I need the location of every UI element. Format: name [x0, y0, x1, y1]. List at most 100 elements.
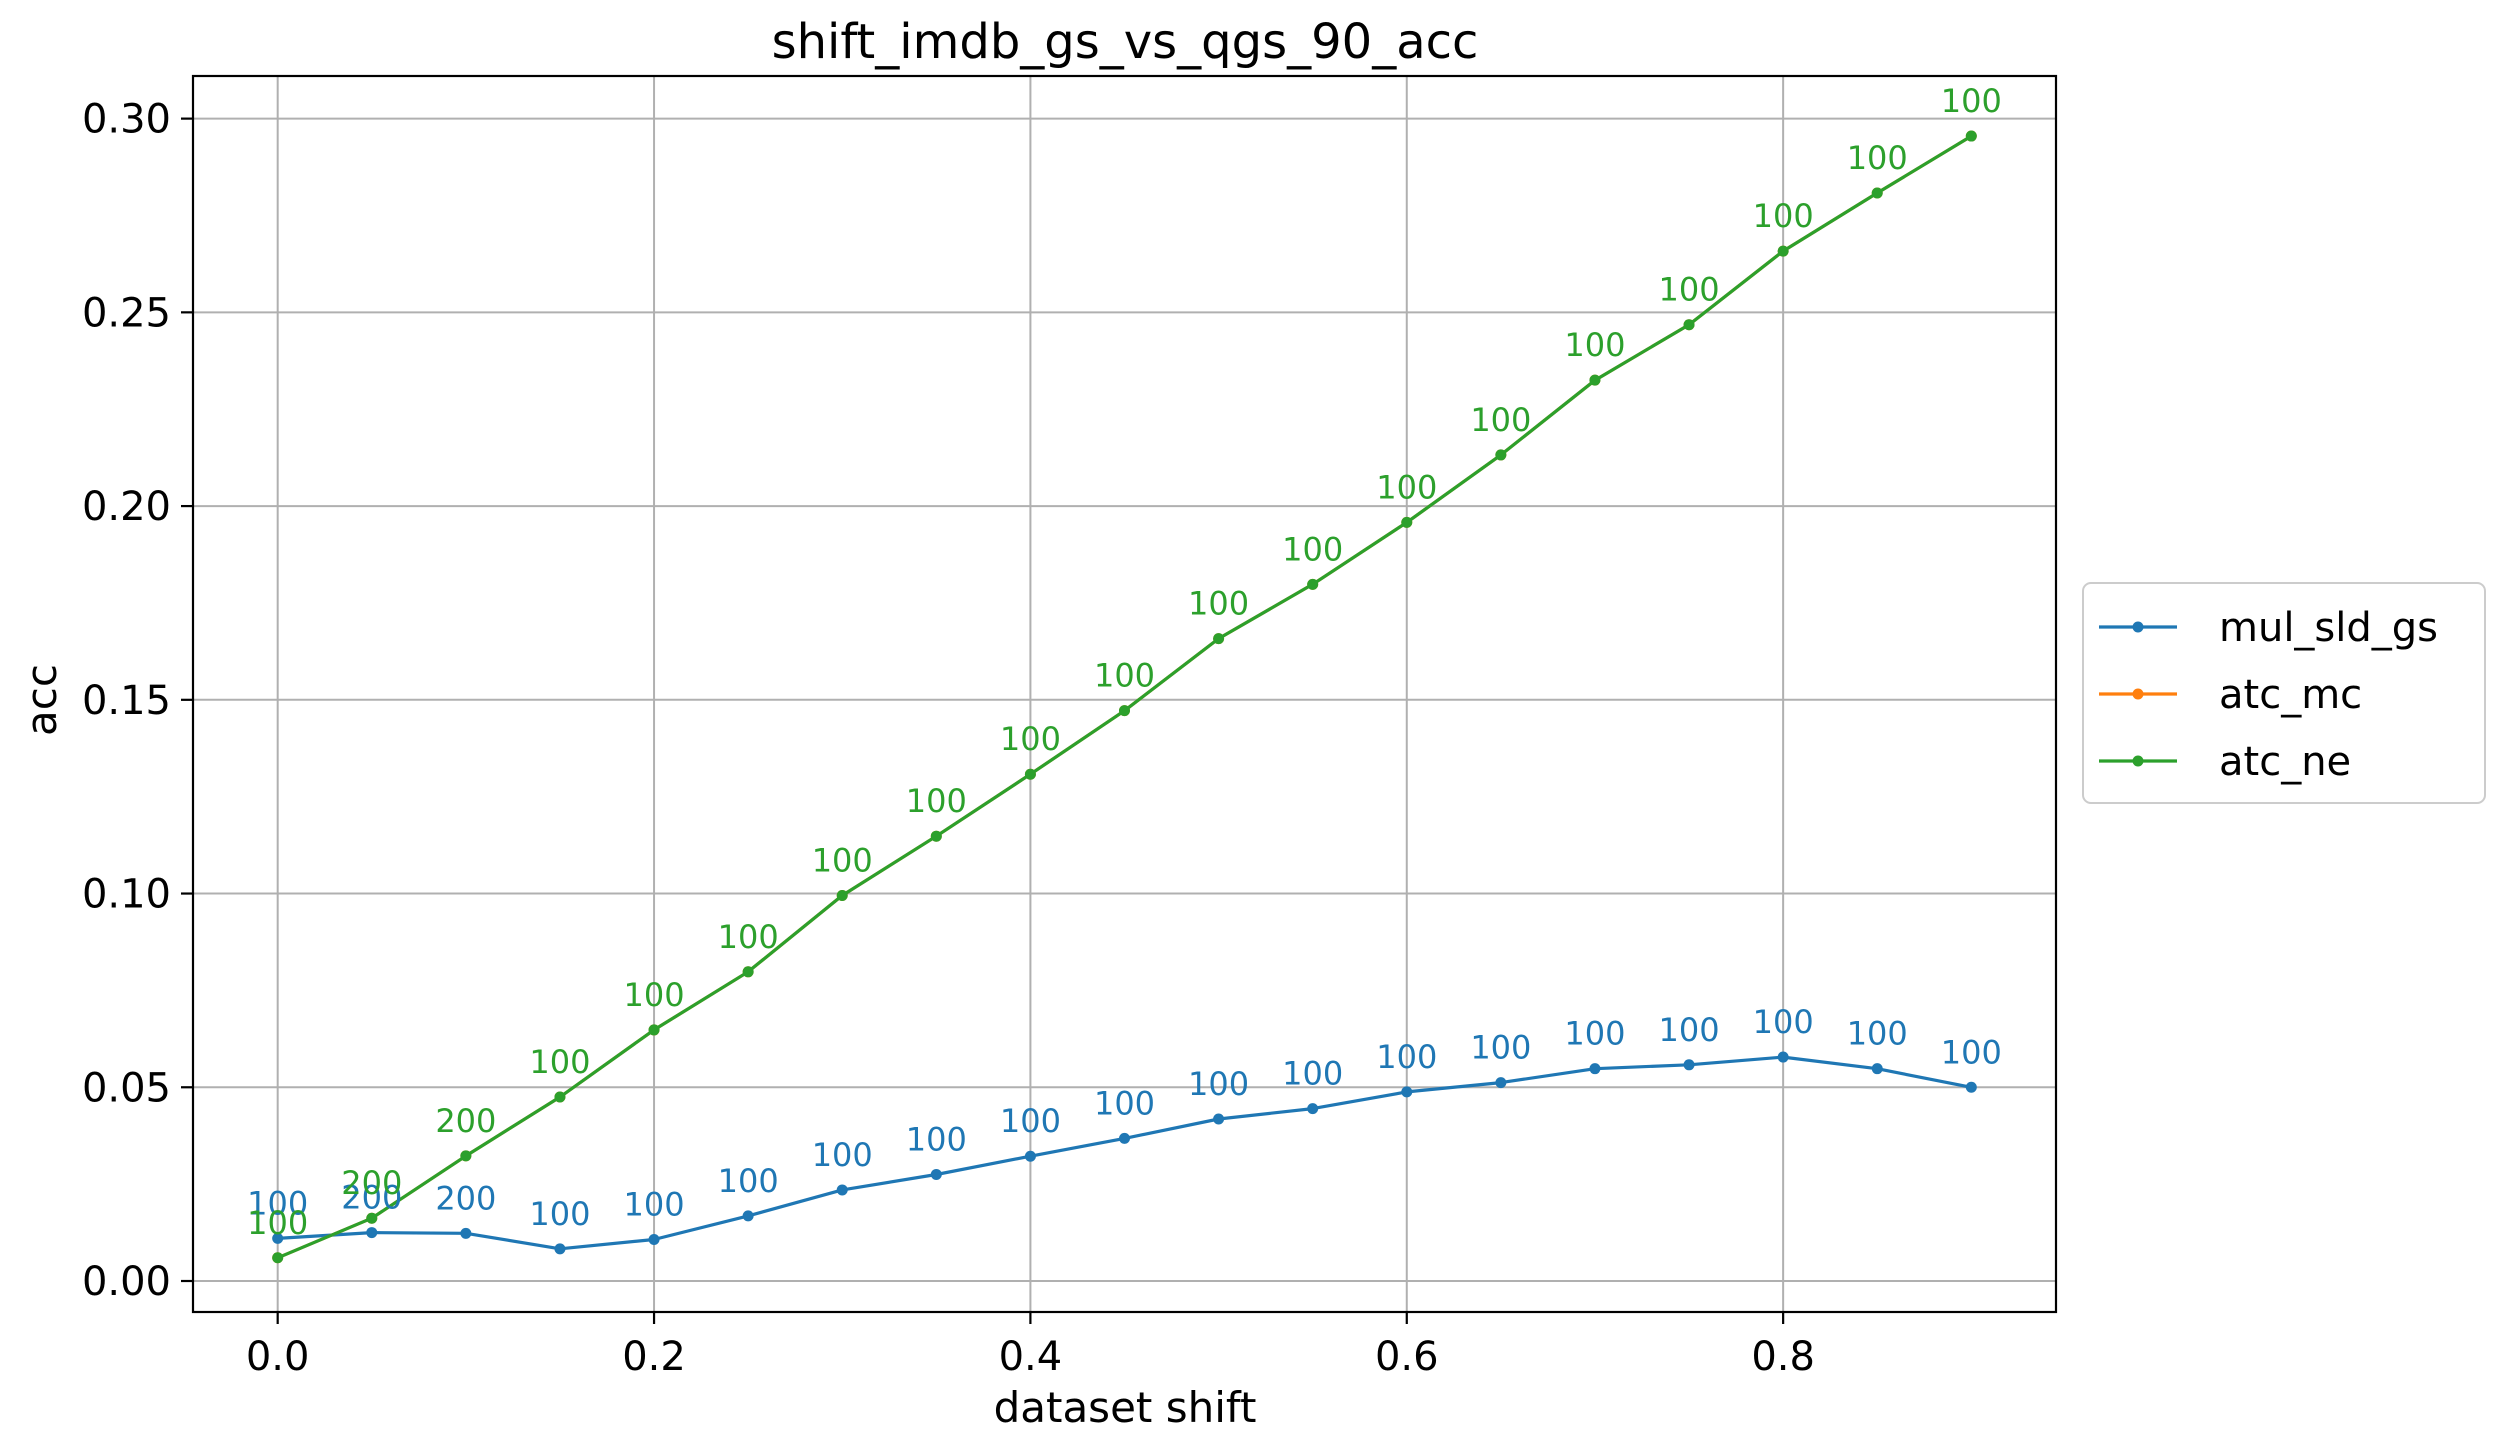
- data-label-mul-sld-gs: 100: [718, 1162, 779, 1200]
- legend-label: atc_mc: [2219, 672, 2362, 718]
- data-point-atc-ne: [1119, 705, 1130, 717]
- data-point-mul-sld-gs: [1871, 1063, 1883, 1075]
- data-point-mul-sld-gs: [1401, 1086, 1413, 1098]
- data-label-atc-ne: 100: [1847, 139, 1908, 177]
- data-label-mul-sld-gs: 100: [247, 1184, 308, 1222]
- data-label-atc-ne: 100: [624, 976, 685, 1014]
- data-point-mul-sld-gs: [1683, 1059, 1695, 1071]
- y-tick-label: 0.05: [82, 1065, 171, 1111]
- data-point-atc-ne: [1495, 449, 1507, 461]
- data-point-mul-sld-gs: [1119, 1132, 1130, 1144]
- series-lines: [272, 130, 1977, 1264]
- series-atc-ne: [272, 130, 1977, 1264]
- x-tick-label: 0.0: [246, 1334, 310, 1380]
- data-label-atc-ne: 100: [1470, 401, 1531, 439]
- y-tick-label: 0.15: [82, 678, 171, 724]
- legend-label: atc_ne: [2219, 739, 2351, 785]
- data-point-mul-sld-gs: [742, 1210, 754, 1222]
- data-point-mul-sld-gs: [1307, 1103, 1319, 1115]
- data-point-atc-ne: [742, 966, 754, 978]
- data-point-atc-ne: [1777, 245, 1789, 257]
- data-label-mul-sld-gs: 100: [624, 1186, 685, 1224]
- data-label-atc-ne: 100: [1753, 197, 1814, 235]
- data-label-mul-sld-gs: 100: [1470, 1029, 1531, 1067]
- data-point-atc-ne: [366, 1212, 378, 1224]
- data-label-atc-ne: 100: [1000, 720, 1061, 758]
- legend: mul_sld_gs atc_mc atc_ne: [2082, 582, 2486, 804]
- legend-item-atc-mc: atc_mc: [2099, 672, 2362, 718]
- data-point-atc-ne: [648, 1024, 660, 1036]
- legend-label: mul_sld_gs: [2219, 605, 2438, 651]
- data-label-atc-ne: 100: [1282, 530, 1343, 568]
- data-point-mul-sld-gs: [460, 1227, 472, 1239]
- legend-box: [2082, 582, 2486, 804]
- data-point-atc-ne: [836, 889, 848, 901]
- legend-marker: [2132, 755, 2144, 767]
- data-label-atc-ne: 100: [1188, 585, 1249, 623]
- data-point-mul-sld-gs: [1213, 1113, 1225, 1125]
- data-label-mul-sld-gs: 100: [1282, 1055, 1343, 1093]
- data-label-atc-ne: 100: [812, 841, 873, 879]
- y-axis-label: acc: [17, 664, 66, 736]
- data-label-mul-sld-gs: 100: [1000, 1102, 1061, 1140]
- y-tick-label: 0.10: [82, 872, 171, 918]
- data-label-mul-sld-gs: 100: [812, 1136, 873, 1174]
- data-label-atc-ne: 200: [341, 1164, 402, 1202]
- data-label-atc-ne: 100: [1659, 271, 1720, 309]
- data-point-mul-sld-gs: [272, 1232, 284, 1244]
- data-label-atc-ne: 200: [435, 1102, 496, 1140]
- data-label-mul-sld-gs: 100: [1753, 1003, 1814, 1041]
- data-point-atc-ne: [1213, 633, 1225, 645]
- data-label-mul-sld-gs: 100: [1188, 1065, 1249, 1103]
- data-label-mul-sld-gs: 100: [1376, 1038, 1437, 1076]
- data-point-mul-sld-gs: [1024, 1150, 1036, 1162]
- data-point-mul-sld-gs: [554, 1243, 566, 1255]
- data-point-atc-ne: [1871, 187, 1883, 199]
- y-tick-label: 0.00: [82, 1259, 171, 1305]
- x-tick-label: 0.4: [999, 1334, 1063, 1380]
- x-tick-label: 0.8: [1751, 1334, 1815, 1380]
- y-tick-label: 0.30: [82, 97, 171, 143]
- data-label-mul-sld-gs: 100: [1659, 1011, 1720, 1049]
- data-point-atc-ne: [460, 1150, 472, 1162]
- x-tick-label: 0.2: [622, 1334, 686, 1380]
- data-point-atc-ne: [554, 1091, 566, 1103]
- data-point-atc-ne: [1307, 578, 1319, 590]
- data-label-atc-ne: 100: [1094, 657, 1155, 695]
- plot-frame: [191, 74, 2058, 1314]
- data-label-atc-ne: 100: [1376, 468, 1437, 506]
- data-label-mul-sld-gs: 200: [341, 1179, 402, 1217]
- y-tick-label: 0.25: [82, 290, 171, 336]
- data-point-atc-ne: [930, 830, 942, 842]
- data-label-atc-ne: 100: [906, 782, 967, 820]
- chart-title: shift_imdb_gs_vs_qgs_90_acc: [772, 14, 1479, 70]
- series-mul-sld-gs: [272, 1051, 1977, 1255]
- data-point-mul-sld-gs: [1589, 1063, 1601, 1075]
- data-point-mul-sld-gs: [836, 1184, 848, 1196]
- data-label-atc-ne: 100: [1941, 82, 2002, 120]
- grid: [193, 76, 2056, 1312]
- data-label-mul-sld-gs: 100: [906, 1120, 967, 1158]
- data-point-atc-ne: [1401, 516, 1413, 528]
- data-point-atc-ne: [272, 1252, 284, 1264]
- data-label-mul-sld-gs: 100: [1094, 1084, 1155, 1122]
- data-label-mul-sld-gs: 100: [529, 1195, 590, 1233]
- data-point-atc-ne: [1683, 319, 1695, 331]
- data-label-mul-sld-gs: 100: [1564, 1015, 1625, 1053]
- legend-item-mul-sld-gs: mul_sld_gs: [2099, 605, 2438, 651]
- data-point-mul-sld-gs: [1965, 1081, 1977, 1093]
- axis-ticks: 0.0 0.2 0.4 0.6 0.8 0.00 0.05 0.10 0.15 0.20 0.25 0…: [82, 97, 1815, 1380]
- data-point-mul-sld-gs: [930, 1168, 942, 1180]
- data-label-mul-sld-gs: 100: [1941, 1033, 2002, 1071]
- data-label-atc-ne: 100: [529, 1043, 590, 1081]
- data-label-mul-sld-gs: 100: [1847, 1015, 1908, 1053]
- data-point-mul-sld-gs: [1495, 1077, 1507, 1089]
- data-label-atc-ne: 100: [718, 918, 779, 956]
- legend-marker: [2132, 688, 2144, 700]
- data-label-atc-ne: 100: [247, 1204, 308, 1242]
- x-tick-label: 0.6: [1375, 1334, 1439, 1380]
- data-point-mul-sld-gs: [366, 1227, 378, 1239]
- data-point-atc-ne: [1589, 374, 1601, 386]
